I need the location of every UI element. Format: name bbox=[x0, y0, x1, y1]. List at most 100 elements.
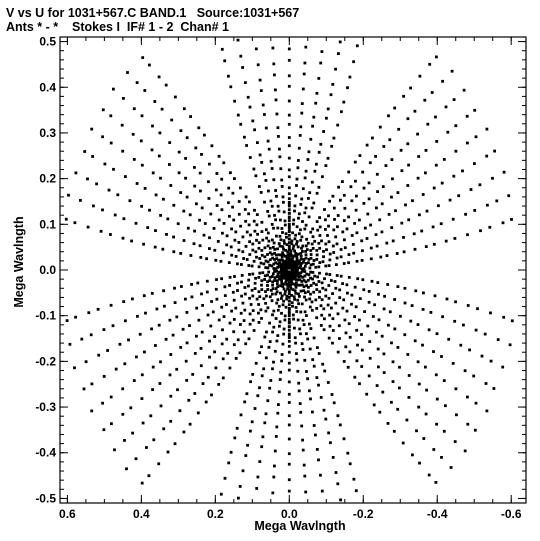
uv-point bbox=[473, 162, 476, 165]
uv-point bbox=[427, 328, 431, 332]
uv-point bbox=[241, 301, 245, 305]
uv-point bbox=[334, 286, 338, 290]
uv-point bbox=[402, 236, 405, 239]
uv-point bbox=[210, 393, 213, 397]
uv-point bbox=[278, 261, 282, 265]
uv-point bbox=[276, 204, 280, 208]
uv-point bbox=[276, 334, 280, 337]
uv-point bbox=[264, 179, 268, 182]
uv-point bbox=[304, 169, 308, 173]
uv-point bbox=[388, 310, 392, 314]
uv-point bbox=[287, 299, 291, 303]
uv-point bbox=[270, 292, 274, 296]
uv-point bbox=[291, 313, 295, 317]
uv-point bbox=[281, 258, 284, 262]
uv-point bbox=[328, 273, 332, 276]
uv-point bbox=[248, 322, 252, 326]
uv-point bbox=[260, 253, 264, 257]
uv-point bbox=[141, 56, 145, 59]
uv-point bbox=[328, 199, 331, 203]
uv-point bbox=[428, 62, 432, 66]
uv-point bbox=[184, 157, 187, 160]
uv-point bbox=[307, 197, 310, 200]
uv-point bbox=[350, 293, 354, 297]
uv-point bbox=[454, 124, 458, 128]
uv-point bbox=[407, 374, 411, 377]
uv-point bbox=[355, 359, 359, 363]
uv-point bbox=[162, 427, 166, 431]
uv-point bbox=[299, 274, 303, 278]
uv-point bbox=[175, 315, 179, 319]
uv-point bbox=[263, 200, 266, 204]
uv-point bbox=[336, 214, 340, 217]
uv-point bbox=[277, 209, 281, 213]
uv-point bbox=[221, 231, 224, 235]
uv-point bbox=[305, 272, 309, 276]
uv-point bbox=[199, 347, 203, 350]
uv-point bbox=[257, 241, 261, 245]
uv-point bbox=[287, 328, 291, 332]
uv-point bbox=[348, 75, 352, 79]
uv-point bbox=[192, 242, 196, 246]
uv-point bbox=[334, 471, 338, 474]
uv-point bbox=[312, 364, 316, 368]
uv-point bbox=[97, 353, 101, 357]
uv-point bbox=[272, 262, 276, 266]
uv-point bbox=[277, 135, 280, 138]
uv-point bbox=[293, 336, 297, 340]
uv-point bbox=[273, 73, 276, 77]
uv-point bbox=[275, 425, 279, 429]
uv-point bbox=[255, 223, 259, 227]
uv-point bbox=[303, 227, 307, 231]
uv-point bbox=[185, 311, 189, 314]
uv-point bbox=[262, 262, 266, 266]
uv-point bbox=[207, 197, 211, 200]
uv-point bbox=[278, 275, 282, 279]
uv-point bbox=[283, 241, 286, 245]
uv-point bbox=[203, 222, 207, 225]
uv-point bbox=[170, 118, 174, 122]
uv-point bbox=[308, 266, 312, 270]
uv-point bbox=[466, 395, 469, 399]
uv-point bbox=[142, 294, 146, 298]
uv-point bbox=[317, 383, 320, 387]
uv-point bbox=[297, 389, 301, 393]
uv-point bbox=[90, 127, 94, 131]
uv-point bbox=[353, 160, 357, 164]
uv-point bbox=[287, 317, 291, 321]
uv-point bbox=[382, 352, 386, 356]
uv-point bbox=[257, 321, 261, 324]
uv-point bbox=[217, 318, 221, 322]
uv-point bbox=[220, 208, 224, 212]
uv-point bbox=[303, 61, 307, 65]
uv-point bbox=[293, 263, 297, 266]
uv-point bbox=[380, 334, 384, 338]
uv-point bbox=[281, 251, 284, 255]
uv-point bbox=[336, 482, 340, 486]
uv-point bbox=[222, 161, 226, 165]
uv-point bbox=[331, 292, 334, 295]
uv-point bbox=[280, 297, 283, 300]
uv-point bbox=[455, 413, 458, 417]
uv-point bbox=[251, 242, 255, 246]
uv-point bbox=[331, 244, 335, 248]
uv-point bbox=[396, 407, 400, 411]
uv-point bbox=[287, 58, 291, 62]
uv-point bbox=[255, 213, 259, 216]
uv-point bbox=[332, 228, 336, 232]
uv-point bbox=[336, 414, 340, 418]
uv-point bbox=[405, 418, 409, 422]
uv-point bbox=[354, 208, 358, 212]
uv-point bbox=[131, 431, 134, 435]
uv-point bbox=[264, 309, 268, 313]
uv-point bbox=[68, 342, 72, 346]
uv-point bbox=[293, 268, 297, 271]
uv-point bbox=[335, 242, 339, 246]
uv-point bbox=[355, 44, 359, 48]
uv-point bbox=[275, 112, 279, 116]
uv-point bbox=[309, 284, 313, 287]
uv-point bbox=[304, 223, 308, 227]
uv-point bbox=[488, 225, 492, 229]
uv-point bbox=[295, 267, 299, 271]
